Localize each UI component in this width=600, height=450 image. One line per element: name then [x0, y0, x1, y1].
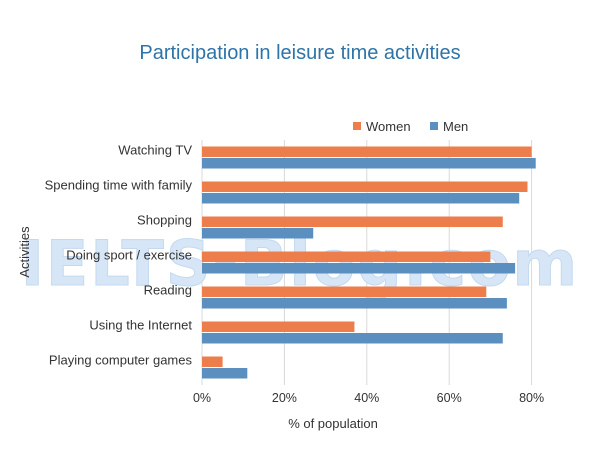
bar-women-5: [202, 321, 355, 332]
legend-swatch-men: [430, 122, 438, 130]
bar-women-0: [202, 146, 532, 157]
category-label-6: Playing computer games: [49, 353, 193, 368]
category-labels: Watching TV Spending time with family Shop…: [45, 143, 193, 368]
category-label-5: Using the Internet: [89, 318, 192, 333]
y-axis-title: Activities: [17, 226, 32, 278]
x-axis-title: % of population: [288, 416, 378, 431]
category-label-4: Reading: [144, 283, 192, 298]
bar-men-1: [202, 193, 520, 204]
category-label-2: Shopping: [137, 213, 192, 228]
bars: [202, 146, 536, 379]
bar-men-0: [202, 158, 536, 169]
bar-women-4: [202, 286, 487, 297]
x-tick-label-1: 20%: [272, 391, 297, 405]
bar-men-2: [202, 228, 314, 239]
category-label-1: Spending time with family: [45, 178, 193, 193]
bar-women-1: [202, 181, 528, 192]
legend-swatch-women: [353, 122, 361, 130]
bar-men-6: [202, 368, 248, 379]
legend: Women Men: [353, 119, 468, 134]
gridlines: [201, 140, 533, 385]
bar-men-5: [202, 333, 503, 344]
x-tick-label-4: 80%: [519, 391, 544, 405]
bar-women-3: [202, 251, 491, 262]
legend-label-men: Men: [443, 119, 468, 134]
category-label-3: Doing sport / exercise: [66, 248, 192, 263]
bar-men-4: [202, 298, 507, 309]
x-tick-label-3: 60%: [437, 391, 462, 405]
legend-label-women: Women: [366, 119, 411, 134]
chart-title: Participation in leisure time activities: [139, 42, 461, 64]
x-tick-labels: 0% 20% 40% 60% 80%: [193, 391, 544, 405]
bar-women-6: [202, 356, 223, 367]
category-label-0: Watching TV: [118, 143, 192, 158]
x-tick-label-0: 0%: [193, 391, 211, 405]
x-tick-label-2: 40%: [354, 391, 379, 405]
bar-women-2: [202, 216, 503, 227]
bar-men-3: [202, 263, 516, 274]
